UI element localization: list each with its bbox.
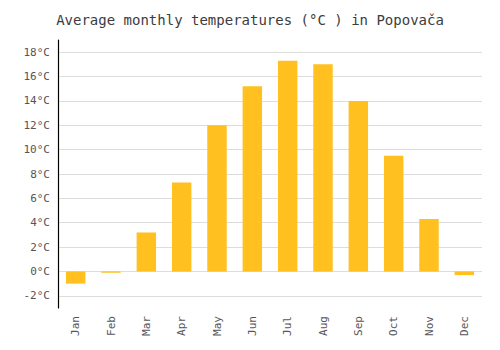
svg-text:Jul: Jul — [281, 316, 294, 336]
svg-text:Average monthly temperatures (: Average monthly temperatures (°C ) in Po… — [56, 12, 444, 28]
svg-text:10°C: 10°C — [24, 143, 51, 156]
svg-text:Oct: Oct — [387, 316, 400, 336]
svg-text:18°C: 18°C — [24, 46, 51, 59]
svg-text:Sep: Sep — [352, 316, 365, 336]
svg-text:16°C: 16°C — [24, 70, 51, 83]
svg-text:4°C: 4°C — [30, 216, 50, 229]
svg-text:0°C: 0°C — [30, 265, 50, 278]
svg-text:Feb: Feb — [105, 316, 118, 336]
svg-text:May: May — [211, 316, 224, 336]
svg-text:2°C: 2°C — [30, 241, 50, 254]
svg-text:12°C: 12°C — [24, 119, 51, 132]
svg-text:6°C: 6°C — [30, 192, 50, 205]
svg-text:14°C: 14°C — [24, 94, 51, 107]
svg-text:Aug: Aug — [317, 316, 330, 336]
svg-text:Nov: Nov — [423, 316, 436, 336]
svg-text:Apr: Apr — [175, 316, 188, 336]
svg-text:Dec: Dec — [458, 316, 471, 336]
svg-text:8°C: 8°C — [30, 168, 50, 181]
svg-text:-2°C: -2°C — [24, 289, 51, 302]
svg-text:Jan: Jan — [69, 316, 82, 336]
svg-text:Jun: Jun — [246, 316, 259, 336]
svg-text:Mar: Mar — [140, 316, 153, 336]
